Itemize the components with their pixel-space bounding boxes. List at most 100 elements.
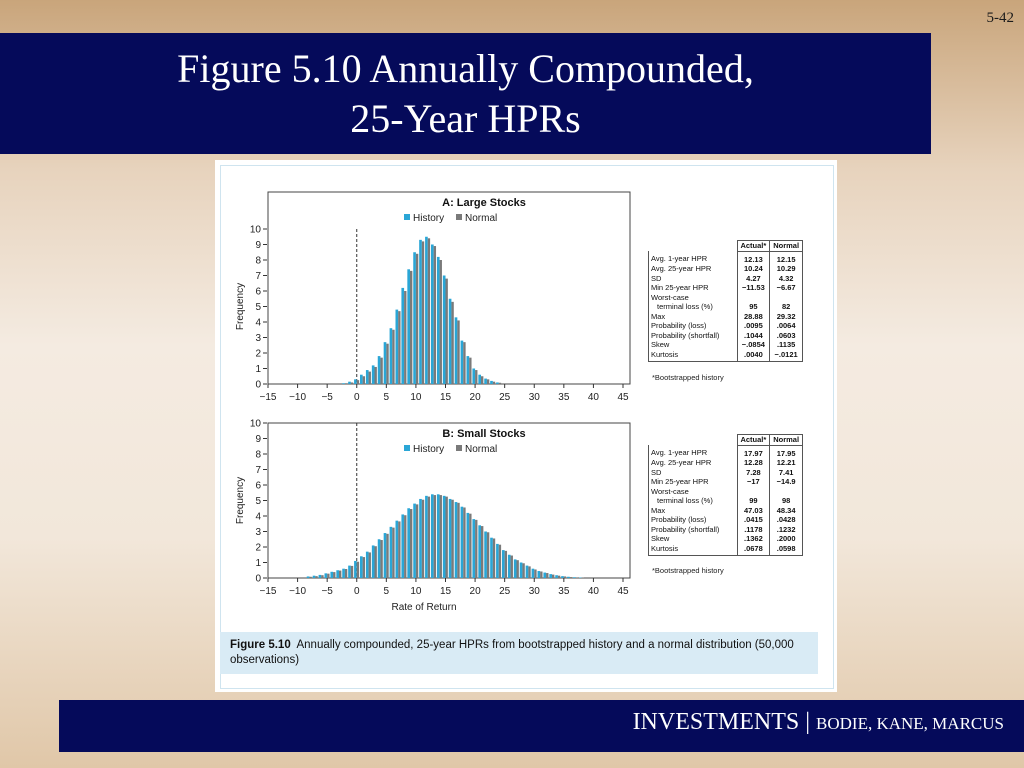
- table-cell-value: .1232: [769, 524, 803, 534]
- table-row: Avg. 25-year HPR 10.24 10.29: [648, 264, 803, 274]
- figure-caption: Figure 5.10 Annually compounded, 25-year…: [230, 638, 810, 668]
- table-row-label: terminal loss (%): [648, 496, 738, 506]
- table-row: Max 47.03 48.34: [648, 505, 803, 515]
- table-cell-value: 4.32: [769, 273, 803, 283]
- table-cell-value: [769, 292, 803, 302]
- table-row: SD 7.28 7.41: [648, 467, 803, 477]
- table-cell-value: .0428: [769, 515, 803, 525]
- table-cell-value: [736, 292, 771, 302]
- table-header-row: Actual* Normal: [648, 240, 803, 252]
- table-row: Probability (shortfall) .1044.0603: [648, 330, 803, 340]
- table-cell-value: .0040: [736, 349, 771, 362]
- table-cell-value: 12.15: [769, 251, 803, 264]
- table-row-label: Probability (shortfall): [648, 330, 738, 340]
- title-bar: [0, 33, 931, 154]
- table-row: Avg. 25-year HPR 12.28 12.21: [648, 458, 803, 468]
- table-row: Kurtosis .0040 −.0121: [648, 349, 803, 362]
- table-row: Kurtosis .0678.0598: [648, 543, 803, 556]
- table-row-label: SD: [648, 467, 738, 477]
- table-cell-value: 29.32: [769, 311, 803, 321]
- table-cell-value: [736, 486, 771, 496]
- table-header-cell: Normal: [769, 240, 803, 252]
- table-cell-value: 12.21: [769, 458, 803, 468]
- table-cell-value: .1044: [736, 330, 771, 340]
- footer-authors: BODIE, KANE, MARCUS: [816, 714, 1004, 733]
- table-row-label: Probability (loss): [648, 515, 738, 525]
- table-cell-value: 12.13: [736, 251, 771, 264]
- table-cell-value: .2000: [769, 534, 803, 544]
- table-row: Avg. 1-year HPR 12.13 12.15: [648, 251, 803, 264]
- table-cell-value: 10.29: [769, 264, 803, 274]
- table-cell-value: −14.9: [769, 477, 803, 487]
- table-row: Probability (loss) .0095.0064: [648, 321, 803, 331]
- table-row: Worst-case: [648, 292, 803, 302]
- table-cell-value: 12.28: [736, 458, 771, 468]
- table-row-label: SD: [648, 273, 738, 283]
- footer-book-title: INVESTMENTS |: [632, 709, 817, 735]
- large-stocks-footnote: *Bootstrapped history: [652, 373, 724, 382]
- table-row-label: Worst-case: [648, 486, 738, 496]
- table-header-cell: Actual*: [736, 434, 771, 446]
- caption-text: Annually compounded, 25-year HPRs from b…: [230, 639, 794, 666]
- table-cell-value: [769, 486, 803, 496]
- table-row-label: Max: [648, 505, 738, 515]
- table-row: Probability (loss) .0415.0428: [648, 515, 803, 525]
- table-row-label: terminal loss (%): [648, 302, 738, 312]
- large-stocks-stats-table: Actual* Normal Avg. 1-year HPR 12.13 12.15 Av…: [648, 240, 803, 362]
- table-cell-value: −11.53: [736, 283, 771, 293]
- table-row-label: Max: [648, 311, 738, 321]
- table-cell-value: −.0854: [736, 340, 771, 350]
- table-row-label: Skew: [648, 534, 738, 544]
- slide-title-line-2: 25-Year HPRs: [350, 96, 581, 141]
- table-cell-value: .0095: [736, 321, 771, 331]
- table-cell-value: .1178: [736, 524, 771, 534]
- table-header-row: Actual* Normal: [648, 434, 803, 446]
- table-row-label: Min 25-year HPR: [648, 477, 738, 487]
- table-cell-value: 48.34: [769, 505, 803, 515]
- table-row: Avg. 1-year HPR 17.97 17.95: [648, 445, 803, 458]
- table-cell-value: −.0121: [769, 349, 803, 362]
- table-cell-value: .0064: [769, 321, 803, 331]
- table-cell-value: 82: [769, 302, 803, 312]
- table-cell-value: 98: [769, 496, 803, 506]
- small-stocks-footnote: *Bootstrapped history: [652, 566, 724, 575]
- figure-caption-box: Figure 5.10 Annually compounded, 25-year…: [220, 632, 818, 674]
- table-cell-value: 7.41: [769, 467, 803, 477]
- table-cell-value: .1362: [736, 534, 771, 544]
- slide-number: 5-42: [986, 10, 1015, 26]
- table-cell-value: .0603: [769, 330, 803, 340]
- table-header-cell: Actual*: [736, 240, 771, 252]
- table-cell-value: 95: [736, 302, 771, 312]
- table-cell-value: 99: [736, 496, 771, 506]
- table-cell-value: 47.03: [736, 505, 771, 515]
- table-row: SD 4.27 4.32: [648, 273, 803, 283]
- table-row-label: Avg. 25-year HPR: [648, 264, 738, 274]
- table-row: terminal loss (%) 99 98: [648, 496, 803, 506]
- table-cell-value: −6.67: [769, 283, 803, 293]
- table-row-label: Min 25-year HPR: [648, 283, 738, 293]
- table-cell-value: 7.28: [736, 467, 771, 477]
- table-row-label: Skew: [648, 340, 738, 350]
- caption-label: Figure 5.10: [230, 639, 291, 651]
- table-row-label: Probability (shortfall): [648, 524, 738, 534]
- table-row-label: Probability (loss): [648, 321, 738, 331]
- table-row: Skew −.0854.1135: [648, 340, 803, 350]
- table-header-cell: [648, 240, 738, 251]
- table-row-label: Kurtosis: [648, 543, 738, 556]
- table-header-cell: Normal: [769, 434, 803, 446]
- table-row: Skew .1362.2000: [648, 534, 803, 544]
- table-cell-value: 28.88: [736, 311, 771, 321]
- small-stocks-stats-table: Actual* Normal Avg. 1-year HPR 17.97 17.95 Av…: [648, 434, 803, 556]
- slide-title-line-1: Figure 5.10 Annually Compounded,: [177, 46, 754, 91]
- table-row: Worst-case: [648, 486, 803, 496]
- table-cell-value: 4.27: [736, 273, 771, 283]
- slide-title: Figure 5.10 Annually Compounded, 25-Year…: [0, 44, 931, 144]
- table-cell-value: 17.95: [769, 445, 803, 458]
- table-cell-value: −17: [736, 477, 771, 487]
- table-row: Probability (shortfall) .1178.1232: [648, 524, 803, 534]
- table-row-label: Kurtosis: [648, 349, 738, 362]
- table-cell-value: .0678: [736, 543, 771, 556]
- table-cell-value: .0415: [736, 515, 771, 525]
- table-row-label: Avg. 1-year HPR: [648, 445, 738, 458]
- table-cell-value: 17.97: [736, 445, 771, 458]
